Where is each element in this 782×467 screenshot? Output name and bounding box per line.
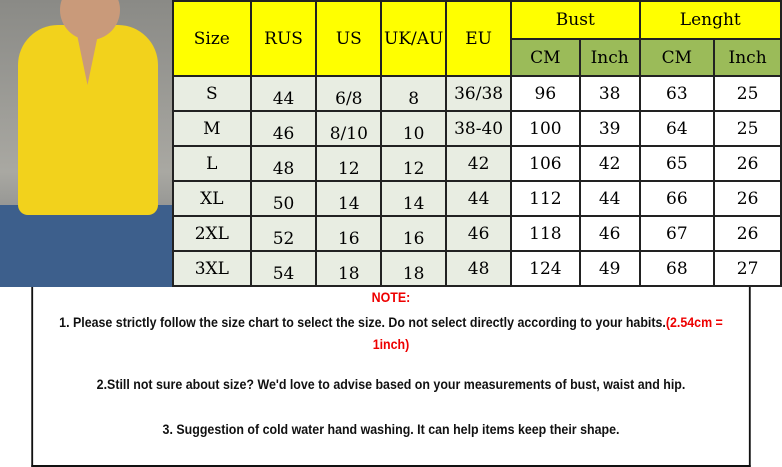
size-chart-table: Size RUS US UK/AU EU Bust Lenght CM Inch… [172, 0, 782, 287]
table-cell: 54 [249, 250, 318, 287]
table-cell: 46 [445, 215, 513, 252]
table-cell: 26 [713, 180, 782, 217]
table-cell: 63 [638, 75, 716, 112]
table-cell: 44 [249, 75, 318, 112]
table-cell: 66 [638, 180, 716, 217]
table-cell: 10 [380, 110, 448, 147]
header-length: Lenght [638, 0, 782, 40]
table-cell: 67 [638, 215, 716, 252]
table-cell: 124 [510, 250, 581, 287]
table-row: 2XL 52 16 16 46 118 46 67 26 [172, 215, 782, 252]
product-photo [0, 0, 172, 287]
table-cell: 14 [315, 180, 383, 217]
note-1-text: 1. Please strictly follow the size chart… [59, 315, 666, 330]
table-cell: 96 [510, 75, 581, 112]
table-cell: 27 [713, 250, 782, 287]
table-cell: 68 [638, 250, 716, 287]
table-cell: 48 [445, 250, 513, 287]
table-cell: 64 [638, 110, 716, 147]
table-cell: 65 [638, 145, 716, 182]
table-cell: 39 [578, 110, 641, 147]
table-cell: 6/8 [315, 75, 383, 112]
table-cell: 12 [315, 145, 383, 182]
table-cell: 8 [380, 75, 448, 112]
table-cell: 42 [445, 145, 513, 182]
table-cell: 38 [578, 75, 641, 112]
table-cell: 25 [713, 110, 782, 147]
header-rus: RUS [249, 0, 318, 77]
table-row: S 44 6/8 8 36/38 96 38 63 25 [172, 75, 782, 112]
header-bust: Bust [510, 0, 641, 40]
table-row: L 48 12 12 42 106 42 65 26 [172, 145, 782, 182]
jeans [0, 205, 172, 287]
table-cell: 14 [380, 180, 448, 217]
table-cell: 16 [315, 215, 383, 252]
header-bust-inch: Inch [578, 38, 641, 77]
table-cell: L [172, 145, 252, 182]
table-cell: 52 [249, 215, 318, 252]
table-cell: 46 [249, 110, 318, 147]
table-cell: M [172, 110, 252, 147]
table-cell: 2XL [172, 215, 252, 252]
header-size: Size [172, 0, 252, 77]
table-cell: 118 [510, 215, 581, 252]
table-cell: 18 [315, 250, 383, 287]
header-bust-cm: CM [510, 38, 581, 77]
table-row: M 46 8/10 10 38-40 100 39 64 25 [172, 110, 782, 147]
table-cell: 8/10 [315, 110, 383, 147]
table-cell: 12 [380, 145, 448, 182]
table-cell: 38-40 [445, 110, 513, 147]
table-cell: 16 [380, 215, 448, 252]
table-cell: 26 [713, 215, 782, 252]
table-cell: 3XL [172, 250, 252, 287]
table-cell: 25 [713, 75, 782, 112]
table-cell: 36/38 [445, 75, 513, 112]
table-cell: 48 [249, 145, 318, 182]
note-3: 3. Suggestion of cold water hand washing… [162, 422, 620, 437]
table-cell: 50 [249, 180, 318, 217]
table-cell: 112 [510, 180, 581, 217]
header-ukau: UK/AU [380, 0, 448, 77]
table-cell: S [172, 75, 252, 112]
table-cell: 49 [578, 250, 641, 287]
note-2: 2.Still not sure about size? We'd love t… [96, 377, 686, 392]
note-1: 1. Please strictly follow the size chart… [33, 312, 749, 356]
table-cell: 44 [578, 180, 641, 217]
table-cell: 106 [510, 145, 581, 182]
table-cell: 18 [380, 250, 448, 287]
header-length-inch: Inch [713, 38, 782, 77]
table-cell: XL [172, 180, 252, 217]
header-eu: EU [445, 0, 513, 77]
table-cell: 42 [578, 145, 641, 182]
table-cell: 44 [445, 180, 513, 217]
notes-section: NOTE: 1. Please strictly follow the size… [31, 287, 751, 467]
header-us: US [315, 0, 383, 77]
table-row: XL 50 14 14 44 112 44 66 26 [172, 180, 782, 217]
table-cell: 26 [713, 145, 782, 182]
header-length-cm: CM [638, 38, 716, 77]
note-title: NOTE: [371, 290, 411, 305]
table-cell: 100 [510, 110, 581, 147]
table-row: 3XL 54 18 18 48 124 49 68 27 [172, 250, 782, 287]
table-cell: 46 [578, 215, 641, 252]
note-1-conversion: (2.54cm = 1inch) [372, 315, 723, 352]
